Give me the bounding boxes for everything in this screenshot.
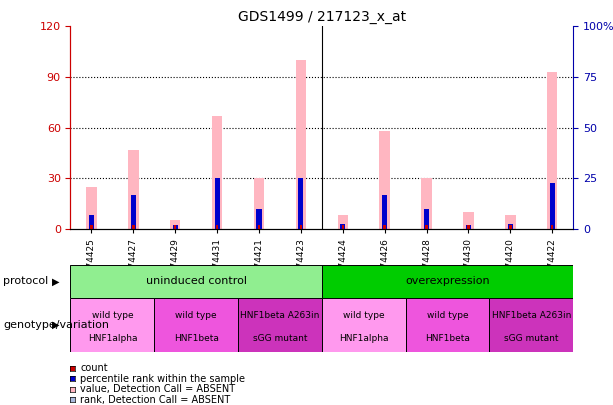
Bar — [424, 209, 429, 229]
Bar — [466, 226, 471, 229]
Bar — [90, 226, 93, 229]
Bar — [299, 178, 303, 229]
Bar — [215, 178, 219, 229]
Text: HNF1alpha: HNF1alpha — [88, 334, 137, 343]
Bar — [89, 215, 94, 229]
Bar — [489, 298, 573, 352]
Bar — [340, 224, 345, 229]
Bar — [299, 178, 303, 229]
Text: ▶: ▶ — [52, 277, 59, 286]
Bar — [70, 298, 154, 352]
Bar — [238, 298, 322, 352]
Bar — [216, 226, 218, 229]
Bar — [508, 224, 513, 229]
Text: sGG mutant: sGG mutant — [504, 334, 558, 343]
Text: uninduced control: uninduced control — [146, 277, 246, 286]
Text: sGG mutant: sGG mutant — [253, 334, 307, 343]
Bar — [257, 226, 261, 229]
Text: HNF1beta A263in: HNF1beta A263in — [492, 311, 571, 320]
Text: HNF1beta A263in: HNF1beta A263in — [240, 311, 319, 320]
Bar — [383, 226, 386, 229]
Bar — [551, 226, 554, 229]
Text: genotype/variation: genotype/variation — [3, 320, 109, 330]
Bar — [421, 178, 432, 229]
Bar — [463, 212, 474, 229]
Text: percentile rank within the sample: percentile rank within the sample — [80, 374, 245, 384]
Bar — [340, 224, 345, 229]
Bar — [256, 209, 262, 229]
Text: HNF1alpha: HNF1alpha — [339, 334, 389, 343]
Bar — [212, 116, 223, 229]
Bar — [424, 209, 429, 229]
Bar — [547, 72, 557, 229]
Bar — [254, 178, 264, 229]
Bar — [382, 195, 387, 229]
Text: HNF1beta: HNF1beta — [173, 334, 219, 343]
Bar — [467, 226, 470, 229]
Text: wild type: wild type — [427, 311, 468, 320]
Bar — [256, 209, 262, 229]
Text: wild type: wild type — [343, 311, 384, 320]
Text: rank, Detection Call = ABSENT: rank, Detection Call = ABSENT — [80, 395, 230, 405]
Bar — [508, 224, 513, 229]
Bar — [128, 149, 139, 229]
Bar — [322, 298, 406, 352]
Bar — [174, 226, 177, 229]
Bar — [509, 226, 512, 229]
Bar — [295, 60, 306, 229]
Bar — [466, 226, 471, 229]
Bar — [215, 178, 219, 229]
Bar — [86, 187, 97, 229]
Bar — [379, 131, 390, 229]
Bar — [131, 195, 136, 229]
Bar — [322, 265, 573, 298]
Text: wild type: wild type — [175, 311, 217, 320]
Bar — [341, 226, 344, 229]
Bar — [338, 215, 348, 229]
Bar — [173, 226, 178, 229]
Bar — [132, 226, 135, 229]
Bar — [173, 226, 178, 229]
Bar — [131, 195, 136, 229]
Text: HNF1beta: HNF1beta — [425, 334, 470, 343]
Bar — [425, 226, 428, 229]
Bar — [300, 226, 302, 229]
Title: GDS1499 / 217123_x_at: GDS1499 / 217123_x_at — [238, 10, 406, 24]
Bar — [406, 298, 489, 352]
Bar — [89, 215, 94, 229]
Text: value, Detection Call = ABSENT: value, Detection Call = ABSENT — [80, 384, 235, 394]
Bar — [382, 195, 387, 229]
Text: protocol: protocol — [3, 277, 48, 286]
Text: overexpression: overexpression — [405, 277, 490, 286]
Bar — [70, 265, 322, 298]
Bar — [170, 220, 180, 229]
Text: count: count — [80, 363, 108, 373]
Bar — [154, 298, 238, 352]
Text: ▶: ▶ — [52, 320, 59, 330]
Bar — [550, 183, 555, 229]
Text: wild type: wild type — [91, 311, 133, 320]
Bar — [505, 215, 516, 229]
Bar — [550, 183, 555, 229]
